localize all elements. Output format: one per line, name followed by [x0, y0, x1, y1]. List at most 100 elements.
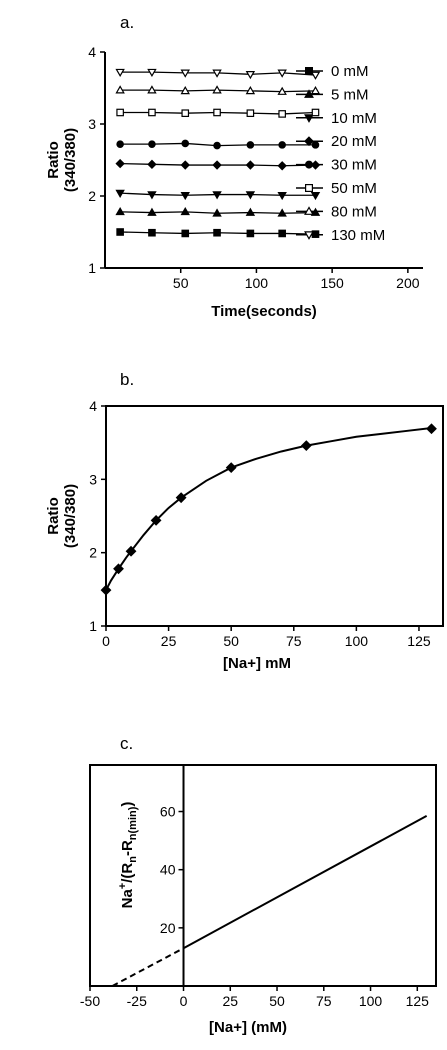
panel-a-label: a. [120, 13, 134, 32]
panel-c-x-tick-label: 25 [222, 993, 238, 1009]
panel-c-fit-line [183, 815, 428, 950]
panel-b-y-tick-label: 2 [89, 545, 97, 561]
panel-a-data-point [277, 208, 287, 217]
panel-a-legend-label: 5 mM [331, 86, 369, 103]
panel-a-data-point [212, 208, 222, 217]
panel-b-data-point [125, 545, 137, 557]
panel-a-data-point [147, 85, 157, 94]
panel-b-label: b. [120, 370, 134, 389]
panel-a-legend-label: 80 mM [331, 203, 377, 220]
panel-c-y-tick-label: 40 [160, 862, 176, 878]
panel-a-data-point [212, 85, 222, 94]
panel-a-data-point [311, 141, 320, 149]
panel-b-x-tick-label: 100 [345, 633, 369, 649]
panel-a-legend-label: 20 mM [331, 133, 377, 150]
panel-a-series [115, 158, 321, 171]
panel-b-data-point [426, 423, 437, 435]
panel-a-x-tick-label: 150 [320, 275, 344, 291]
panel-c-label: c. [120, 734, 133, 753]
panel-a-y-label: Ratio(340/380) [45, 128, 79, 192]
panel-a-data-point [246, 229, 255, 238]
panel-a-data-point [246, 141, 255, 149]
panel-a-x-label: Time(seconds) [211, 303, 317, 320]
panel-a-y-tick-label: 2 [88, 188, 96, 204]
panel-a-y-tick-label: 4 [88, 44, 96, 60]
panel-a-legend-marker [305, 160, 314, 169]
panel-a-data-point [278, 110, 286, 118]
panel-a-data-point [116, 140, 124, 148]
panel-b-data-point [100, 584, 112, 596]
panel-a-y-tick-label: 3 [88, 116, 96, 132]
panel-b-x-tick-label: 25 [161, 633, 177, 649]
panel-a-x-tick-label: 100 [245, 275, 269, 291]
panel-a-data-point [180, 206, 190, 216]
panel-a-data-point [212, 160, 222, 170]
panel-a-legend-marker [304, 206, 314, 215]
panel-b-x-tick-label: 50 [223, 633, 239, 649]
panel-a-data-point [147, 191, 157, 200]
panel-a-data-point [181, 229, 190, 238]
panel-a-data-point [277, 69, 287, 78]
panel-a-data-point [213, 141, 221, 150]
panel-a-data-point [115, 206, 125, 216]
panel-a-legend-marker [304, 231, 314, 240]
panel-a-legend-marker [305, 66, 314, 75]
panel-a-data-point [245, 207, 256, 216]
panel-b-data-point [113, 563, 124, 575]
panel-a-data-point [148, 228, 156, 237]
panel-a-legend-label: 10 mM [331, 110, 377, 127]
panel-b-x-tick-label: 0 [102, 633, 110, 649]
panel-a-data-point [277, 191, 287, 201]
panel-b-frame [105, 405, 444, 627]
panel-a-data-point [180, 85, 190, 95]
panel-a-data-point [148, 140, 156, 148]
panel-a-data-point [180, 160, 190, 170]
panel-a-data-point [180, 69, 190, 78]
panel-c-x-tick-label: -50 [80, 993, 100, 1009]
panel-b-y-tick-label: 3 [89, 471, 97, 487]
panel-a-x-tick-label: 200 [396, 275, 420, 291]
panel-c-x-tick-label: 100 [359, 993, 383, 1009]
panel-a-series [115, 189, 321, 201]
panel-a-data-point [245, 160, 256, 170]
panel-a-series [115, 68, 321, 80]
panel-b-data-point [150, 514, 162, 526]
panel-b: b. 1 2 3 4 0 25 50 75 100 125 [Na+] mM Ratio(340/380… [45, 370, 444, 672]
panel-b-x-label: [Na+] mM [223, 655, 291, 672]
panel-a-data-point [278, 141, 286, 149]
panel-a-data-point [147, 159, 157, 170]
panel-a-data-point [245, 85, 256, 95]
panel-a-data-point [115, 85, 125, 94]
panel-a-data-point [147, 68, 157, 78]
panel-a-series [115, 206, 321, 217]
panel-a-data-point [180, 191, 190, 201]
panel-a-series [116, 228, 320, 238]
panel-b-y-tick-label: 4 [89, 398, 97, 414]
panel-a-data-point [213, 108, 221, 117]
panel-a-data-point [310, 71, 321, 80]
panel-c-x-tick-label: 0 [180, 993, 188, 1009]
panel-a-data-point [147, 207, 157, 216]
panel-a-data-point [277, 161, 287, 171]
panel-a-data-point [310, 191, 321, 201]
panel-c-x-tick-label: 75 [316, 993, 332, 1009]
panel-a-legend-label: 130 mM [331, 227, 385, 244]
panel-a-legend-label: 50 mM [331, 180, 377, 197]
panel-b-data-point [300, 440, 312, 452]
panel-a: a. 1 2 3 4 50 100 150 200 Time(seconds) Ratio(340/… [45, 13, 423, 320]
panel-a-data-point [115, 189, 125, 199]
panel-b-y-label: Ratio(340/380) [45, 484, 79, 548]
panel-a-data-point [213, 228, 221, 237]
panel-b-y-tick-label: 1 [89, 618, 97, 634]
panel-a-data-point [148, 108, 156, 117]
panel-b-x-tick-label: 125 [407, 633, 431, 649]
panel-c-y-tick-label: 60 [160, 804, 176, 820]
panel-c: c. 20 40 60 -50 -25 0 25 50 75 100 125 [Na+] (mM) Na+… [80, 734, 437, 1036]
panel-a-data-point [116, 228, 124, 236]
panel-a-data-point [115, 158, 125, 169]
panel-a-data-point [310, 85, 321, 95]
panel-c-y-tick-label: 20 [160, 920, 176, 936]
panel-b-data-point [225, 462, 237, 474]
panel-a-data-point [245, 191, 256, 200]
